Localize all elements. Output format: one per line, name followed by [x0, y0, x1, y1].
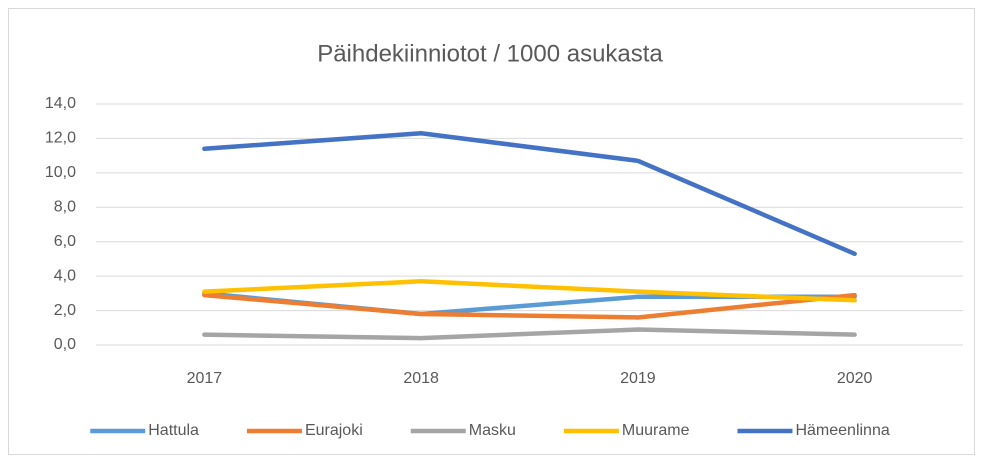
- y-tick-label: 10,0: [45, 164, 76, 181]
- y-tick-label: 12,0: [45, 130, 76, 147]
- legend-label: Muurame: [622, 422, 690, 439]
- series-line: [202, 279, 857, 303]
- x-tick-label: 2019: [620, 370, 656, 387]
- y-tick-label: 6,0: [54, 233, 76, 250]
- legend-label: Eurajoki: [305, 422, 363, 439]
- y-tick-label: 14,0: [45, 95, 76, 112]
- y-tick-label: 2,0: [54, 302, 76, 319]
- legend-label: Hämeenlinna: [795, 422, 889, 439]
- legend-label: Hattula: [148, 422, 199, 439]
- chart-frame: [8, 8, 975, 455]
- x-tick-label: 2018: [403, 370, 439, 387]
- y-tick-label: 0,0: [54, 336, 76, 353]
- legend-label: Masku: [469, 422, 516, 439]
- x-tick-label: 2020: [837, 370, 873, 387]
- series-line: [202, 131, 857, 257]
- y-tick-label: 8,0: [54, 199, 76, 216]
- series-line: [202, 327, 857, 341]
- series-line: [202, 292, 857, 320]
- y-tick-label: 4,0: [54, 267, 76, 284]
- chart-title: Päihdekiinniotot / 1000 asukasta: [317, 40, 663, 67]
- x-tick-label: 2017: [187, 370, 223, 387]
